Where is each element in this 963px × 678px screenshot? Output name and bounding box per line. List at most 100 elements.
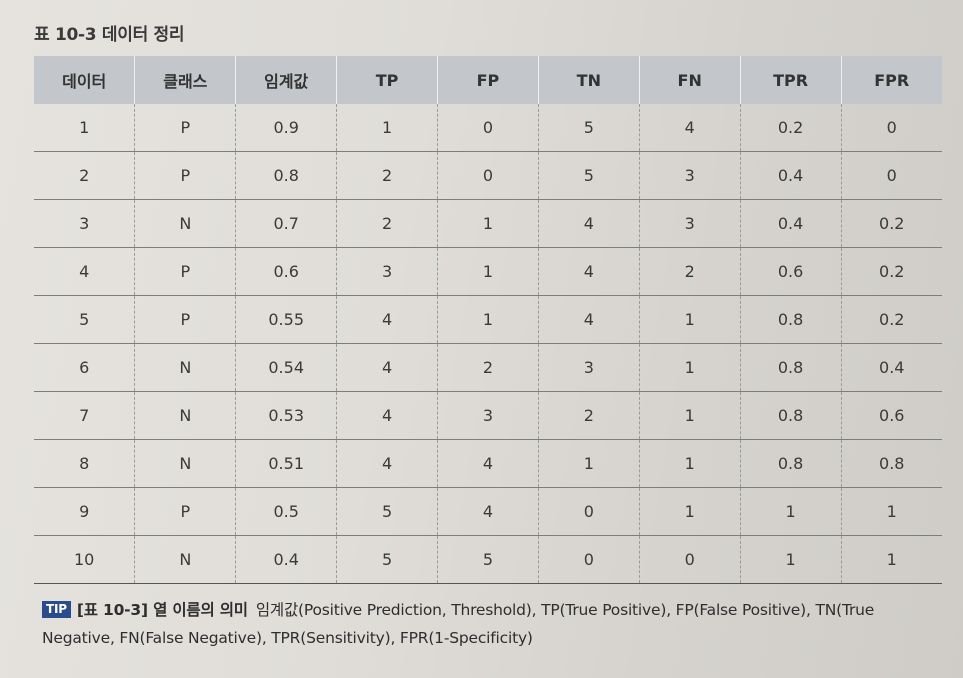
tip-badge: TIP <box>42 601 71 618</box>
table-cell: 1 <box>437 247 539 296</box>
table-cell: 8 <box>34 439 135 488</box>
table-cell: 5 <box>537 151 640 200</box>
table-row: 8 N 0.51 4 4 1 1 0.8 0.8 <box>34 439 942 488</box>
table-cell: 1 <box>840 487 942 536</box>
table-row: 5 P 0.55 4 1 4 1 0.8 0.2 <box>34 295 942 344</box>
table-row: 1 P 0.9 1 0 5 4 0.2 0 <box>34 104 942 152</box>
table-cell: N <box>134 535 236 584</box>
table-cell: P <box>134 104 236 152</box>
table-cell: 0.4 <box>739 151 841 200</box>
table-cell: 1 <box>437 199 539 248</box>
table-row: 10 N 0.4 5 5 0 0 1 1 <box>34 535 942 584</box>
table-cell: 4 <box>638 104 741 152</box>
table-cell: 1 <box>79 118 90 137</box>
table-row: 6 N 0.54 4 2 3 1 0.8 0.4 <box>34 343 942 392</box>
table-row: 2 P 0.8 2 0 5 3 0.4 0 <box>34 151 942 200</box>
tip-note: TIP [표 10-3] 열 이름의 의미 임계값(Positive Predict… <box>42 596 947 652</box>
table-cell: 1 <box>638 391 741 440</box>
table-row: 9 P 0.5 5 4 0 1 1 1 <box>34 487 942 536</box>
table-cell: 0 <box>537 535 640 584</box>
table-cell: 2 <box>437 343 539 392</box>
table-cell: P <box>134 295 236 344</box>
table-cell: 6 <box>34 343 135 392</box>
table-cell: 0 <box>840 104 942 152</box>
table-body: 1 P 0.9 1 0 5 4 0.2 0 2 P 0.8 2 0 5 3 0.4 0 3 N 0.7 2 1 4 3 0.4 0.… <box>34 104 942 584</box>
table-cell: 4 <box>336 391 438 440</box>
table-cell: 3 <box>638 199 741 248</box>
table-cell: 4 <box>34 247 135 296</box>
table-cell: 0.8 <box>739 391 841 440</box>
table-cell: 9 <box>34 487 135 536</box>
table-cell: 3 <box>437 391 539 440</box>
table-cell: 0.54 <box>235 343 337 392</box>
table-cell: 5 <box>34 295 135 344</box>
tip-title: [표 10-3] 열 이름의 의미 <box>76 601 248 619</box>
table-cell: 4 <box>336 439 438 488</box>
table-cell: 3 <box>638 151 741 200</box>
table-cell: 2 <box>336 151 438 200</box>
table-cell: 10 <box>34 535 135 584</box>
table-cell: P <box>134 247 236 296</box>
table-cell: 1 <box>336 104 438 152</box>
table-cell: 4 <box>537 199 640 248</box>
table-cell: 0 <box>437 151 539 200</box>
table-cell: 0.8 <box>739 439 841 488</box>
table-cell: 0.4 <box>235 535 337 584</box>
table-cell: 2 <box>537 391 640 440</box>
header-cell-fp: FP <box>437 56 539 104</box>
table-cell: 1 <box>739 487 841 536</box>
table-cell: 0.8 <box>235 151 337 200</box>
header-cell-class: 클래스 <box>134 56 236 104</box>
table-cell: 4 <box>537 295 640 344</box>
table-cell: N <box>134 343 236 392</box>
table-cell: 1 <box>437 295 539 344</box>
header-cell-tn: TN <box>537 56 640 104</box>
table-cell: 2 <box>638 247 741 296</box>
table-cell: 3 <box>34 199 135 248</box>
table-cell: 1 <box>840 535 942 584</box>
header-cell-tp: TP <box>336 56 438 104</box>
table-cell: 7 <box>34 391 135 440</box>
table-cell: 2 <box>34 151 135 200</box>
table-row: 7 N 0.53 4 3 2 1 0.8 0.6 <box>34 391 942 440</box>
table-cell: 3 <box>537 343 640 392</box>
table-cell: 0.2 <box>739 104 841 152</box>
table-cell: 0.8 <box>739 295 841 344</box>
table-cell: 5 <box>336 535 438 584</box>
table-cell: 2 <box>336 199 438 248</box>
table-cell: 0.4 <box>739 199 841 248</box>
table-cell: 0.6 <box>235 247 337 296</box>
table-cell: 1 <box>638 343 741 392</box>
header-cell-data: 데이터 <box>34 56 135 104</box>
table-cell: 0.51 <box>235 439 337 488</box>
table-cell: 0 <box>437 104 539 152</box>
table-cell: 5 <box>437 535 539 584</box>
table-cell: 4 <box>437 439 539 488</box>
table-caption: 표 10-3 데이터 정리 <box>34 25 185 45</box>
table-cell: 1 <box>638 439 741 488</box>
table-cell: 0.5 <box>235 487 337 536</box>
table-cell: 0.4 <box>840 343 942 392</box>
table-cell: 0.9 <box>235 104 337 152</box>
table-cell: N <box>134 199 236 248</box>
table-cell: 1 <box>739 535 841 584</box>
table-cell: 1 <box>537 439 640 488</box>
table-cell: 4 <box>437 487 539 536</box>
table-cell: 0 <box>840 151 942 200</box>
table-cell: 4 <box>336 295 438 344</box>
header-cell-fpr: FPR <box>840 56 942 104</box>
table-cell: N <box>134 439 236 488</box>
table-cell: 0.6 <box>840 391 942 440</box>
table-cell: 5 <box>537 104 640 152</box>
table-cell: 0.8 <box>840 439 942 488</box>
table-cell: 0.7 <box>235 199 337 248</box>
table-header-row: 데이터 클래스 임계값 TP FP TN FN TPR FPR <box>34 56 942 104</box>
table-cell: P <box>134 151 236 200</box>
table-row: 4 P 0.6 3 1 4 2 0.6 0.2 <box>34 247 942 296</box>
header-cell-threshold: 임계값 <box>235 56 337 104</box>
header-cell-fn: FN <box>638 56 741 104</box>
table-cell: 0.2 <box>840 295 942 344</box>
table-cell: 5 <box>336 487 438 536</box>
table-cell: 0.53 <box>235 391 337 440</box>
